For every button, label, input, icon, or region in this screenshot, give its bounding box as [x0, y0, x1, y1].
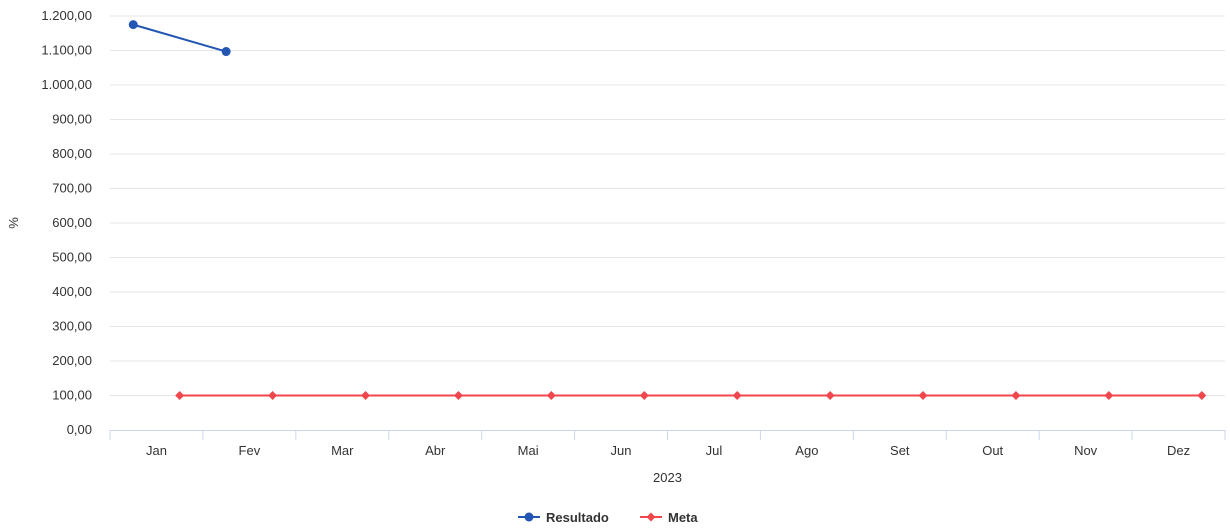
data-point[interactable] [175, 391, 184, 400]
y-tick-label: 800,00 [52, 146, 92, 161]
legend-label: Meta [668, 510, 698, 525]
y-tick-label: 100,00 [52, 388, 92, 403]
legend-marker[interactable] [525, 513, 534, 522]
x-tick-label: Set [890, 443, 910, 458]
y-tick-label: 200,00 [52, 353, 92, 368]
data-point[interactable] [222, 47, 231, 56]
data-point[interactable] [733, 391, 742, 400]
x-tick-label: Ago [795, 443, 818, 458]
x-tick-label: Jan [146, 443, 167, 458]
x-tick-label: Abr [425, 443, 446, 458]
x-tick-label: Jun [611, 443, 632, 458]
data-point[interactable] [1104, 391, 1113, 400]
y-tick-label: 700,00 [52, 181, 92, 196]
data-point[interactable] [454, 391, 463, 400]
y-tick-label: 900,00 [52, 112, 92, 127]
legend[interactable]: Resultado Meta [518, 510, 698, 525]
data-point[interactable] [826, 391, 835, 400]
x-axis: Jan Fev Mar Abr Mai Jun Jul Ago Set Out Nov Dez [110, 430, 1225, 458]
y-tick-label: 1.100,00 [41, 43, 92, 58]
data-point[interactable] [1011, 391, 1020, 400]
data-point[interactable] [268, 391, 277, 400]
series-meta [175, 391, 1206, 400]
y-axis-title: % [6, 217, 21, 229]
series-layer [129, 20, 1207, 400]
y-axis-ticks: 0,00 100,00 200,00 300,00 400,00 500,00 600,00… [41, 8, 92, 437]
x-tick-label: Out [982, 443, 1003, 458]
y-tick-label: 1.000,00 [41, 77, 92, 92]
x-tick-label: Mai [518, 443, 539, 458]
x-tick-label: Mar [331, 443, 354, 458]
data-point[interactable] [1197, 391, 1206, 400]
y-tick-label: 600,00 [52, 215, 92, 230]
data-point[interactable] [919, 391, 928, 400]
legend-item-meta[interactable]: Meta [640, 510, 698, 525]
data-point[interactable] [361, 391, 370, 400]
y-tick-label: 0,00 [67, 422, 92, 437]
x-axis-group-label: 2023 [653, 470, 682, 485]
x-tick-label: Fev [239, 443, 261, 458]
data-point[interactable] [640, 391, 649, 400]
y-tick-label: 500,00 [52, 250, 92, 265]
data-point[interactable] [129, 20, 138, 29]
x-tick-label: Jul [706, 443, 723, 458]
gridlines [110, 16, 1225, 396]
legend-label: Resultado [546, 510, 609, 525]
y-tick-label: 1.200,00 [41, 8, 92, 23]
y-tick-label: 300,00 [52, 319, 92, 334]
series-line [133, 25, 226, 52]
x-tick-label: Dez [1167, 443, 1190, 458]
data-point[interactable] [547, 391, 556, 400]
y-tick-label: 400,00 [52, 284, 92, 299]
legend-marker[interactable] [647, 513, 656, 522]
x-tick-label: Nov [1074, 443, 1098, 458]
legend-item-resultado[interactable]: Resultado [518, 510, 609, 525]
